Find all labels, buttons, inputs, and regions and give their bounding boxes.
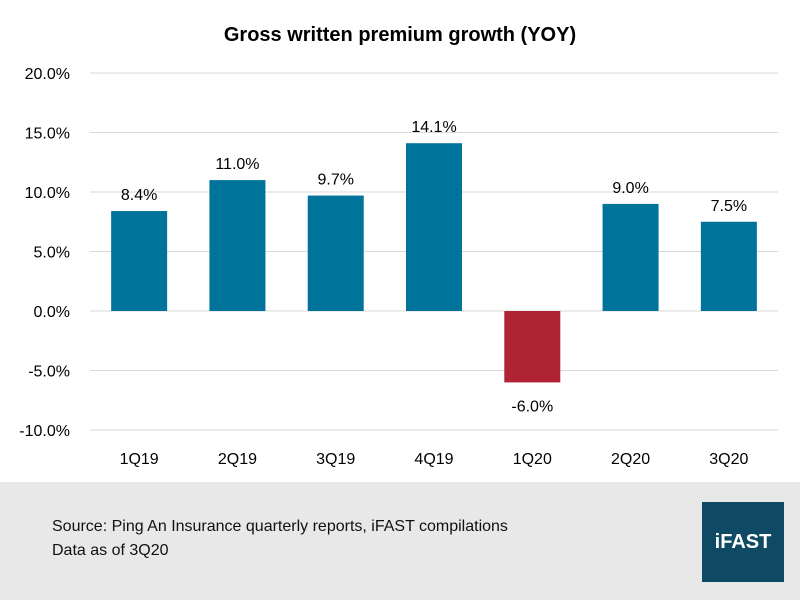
data-label: 9.0%	[612, 180, 648, 197]
y-tick-label: 10.0%	[25, 185, 70, 202]
source-note: Source: Ping An Insurance quarterly repo…	[52, 518, 508, 535]
ifast-logo: iFAST	[702, 502, 784, 582]
y-tick-label: 5.0%	[34, 245, 70, 262]
x-tick-label: 3Q20	[709, 451, 748, 468]
y-tick-label: -5.0%	[28, 364, 70, 381]
y-tick-label: 0.0%	[34, 304, 70, 321]
x-tick-label: 2Q19	[218, 451, 257, 468]
y-tick-label: 15.0%	[25, 126, 70, 143]
data-label: 14.1%	[411, 119, 456, 136]
x-tick-label: 3Q19	[316, 451, 355, 468]
bar	[504, 311, 561, 383]
bar-chart: 20.0% 15.0% 10.0% 5.0% 0.0% -5.0% -10.0% 8.4% 1Q…	[19, 66, 778, 468]
footer: Source: Ping An Insurance quarterly repo…	[0, 482, 800, 600]
x-tick-label: 1Q19	[120, 451, 159, 468]
x-tick-label: 2Q20	[611, 451, 650, 468]
data-label: -6.0%	[511, 398, 553, 415]
data-label: 9.7%	[317, 172, 353, 189]
bar	[406, 143, 462, 311]
bar	[307, 195, 364, 311]
x-tick-label: 1Q20	[513, 451, 552, 468]
data-label: 7.5%	[711, 198, 747, 215]
bar	[602, 203, 659, 311]
y-tick-label: -10.0%	[19, 423, 70, 440]
bar	[111, 211, 168, 311]
chart-title: Gross written premium growth (YOY)	[223, 24, 577, 46]
date-note: Data as of 3Q20	[52, 542, 169, 559]
x-tick-label: 4Q19	[414, 451, 453, 468]
data-label: 11.0%	[215, 156, 259, 173]
data-label: 8.4%	[121, 187, 157, 204]
y-tick-label: 20.0%	[25, 66, 70, 83]
bar	[700, 221, 757, 311]
bar	[209, 180, 266, 311]
